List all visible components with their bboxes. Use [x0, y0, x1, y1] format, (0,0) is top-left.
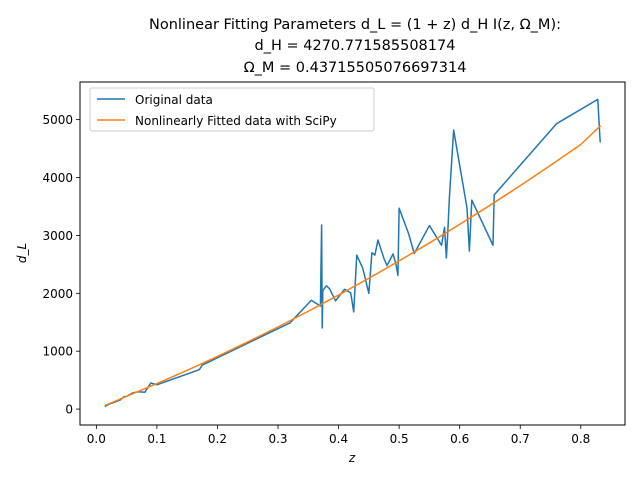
x-tick-label: 0.1 — [147, 432, 166, 446]
x-tick-label: 0.6 — [450, 432, 469, 446]
y-tick-label: 5000 — [42, 113, 73, 127]
x-tick-label: 0.5 — [390, 432, 409, 446]
y-tick-label: 3000 — [42, 229, 73, 243]
x-tick-label: 0.2 — [208, 432, 227, 446]
legend: Original data Nonlinearly Fitted data wi… — [89, 87, 375, 132]
x-axis-ticks: 0.0 0.1 0.2 0.3 0.4 0.5 0.6 0.7 0.8 — [87, 425, 590, 446]
title-line-1: Nonlinear Fitting Parameters d_L = (1 + … — [149, 17, 561, 33]
x-tick-label: 0.0 — [87, 432, 106, 446]
y-tick-label: 4000 — [42, 171, 73, 185]
plot-frame — [79, 81, 626, 426]
series-line-1 — [104, 124, 602, 407]
y-tick-label: 0 — [65, 403, 73, 417]
y-axis-ticks: 0 1000 2000 3000 4000 5000 — [42, 113, 80, 417]
legend-label-original-data: Original data — [135, 93, 213, 107]
legend-box — [89, 87, 375, 132]
y-tick-label: 1000 — [42, 345, 73, 359]
x-tick-label: 0.4 — [329, 432, 348, 446]
series-line-0 — [104, 98, 601, 408]
x-tick-label: 0.7 — [511, 432, 530, 446]
chart-title: Nonlinear Fitting Parameters d_L = (1 + … — [149, 17, 561, 76]
title-line-2: d_H = 4270.771585508174 — [255, 38, 456, 54]
legend-label-fitted-data: Nonlinearly Fitted data with SciPy — [135, 114, 337, 128]
title-line-3: Ω_M = 0.43715505076697314 — [244, 60, 467, 76]
y-tick-label: 2000 — [42, 287, 73, 301]
y-axis-label: d_L — [15, 243, 29, 263]
x-tick-label: 0.3 — [268, 432, 287, 446]
plot-area — [80, 82, 625, 425]
x-tick-label: 0.8 — [571, 432, 590, 446]
x-axis-label: z — [348, 451, 356, 465]
series-layer — [104, 98, 602, 408]
